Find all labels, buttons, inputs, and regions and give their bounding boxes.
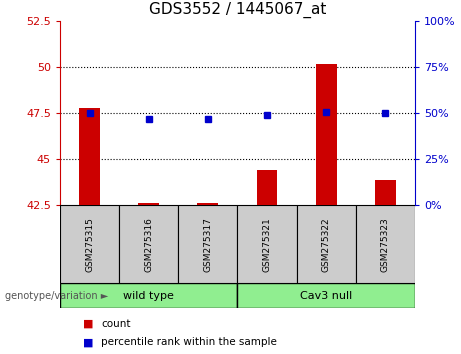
Text: GSM275323: GSM275323 (381, 217, 390, 272)
Title: GDS3552 / 1445067_at: GDS3552 / 1445067_at (149, 2, 326, 18)
Bar (237, 205, 296, 283)
Text: percentile rank within the sample: percentile rank within the sample (101, 337, 278, 348)
Text: genotype/variation ►: genotype/variation ► (5, 291, 108, 301)
Bar (237, 283, 415, 308)
Bar (79, 108, 100, 205)
Bar (316, 64, 337, 205)
Text: GSM275317: GSM275317 (203, 217, 213, 272)
Text: Cav3 null: Cav3 null (300, 291, 352, 301)
Text: GSM275315: GSM275315 (85, 217, 94, 272)
Bar (138, 202, 159, 205)
Bar (257, 170, 278, 205)
Text: wild type: wild type (123, 291, 174, 301)
Bar (60, 205, 119, 283)
Bar (296, 205, 356, 283)
Bar (375, 179, 396, 205)
Bar (356, 205, 415, 283)
Bar (197, 202, 218, 205)
Text: ■: ■ (83, 319, 94, 329)
Text: GSM275322: GSM275322 (322, 217, 331, 272)
Text: count: count (101, 319, 131, 329)
Text: GSM275316: GSM275316 (144, 217, 153, 272)
Text: GSM275321: GSM275321 (262, 217, 272, 272)
Bar (119, 205, 178, 283)
Text: ■: ■ (83, 337, 94, 348)
Bar (178, 205, 237, 283)
Bar (60, 283, 237, 308)
